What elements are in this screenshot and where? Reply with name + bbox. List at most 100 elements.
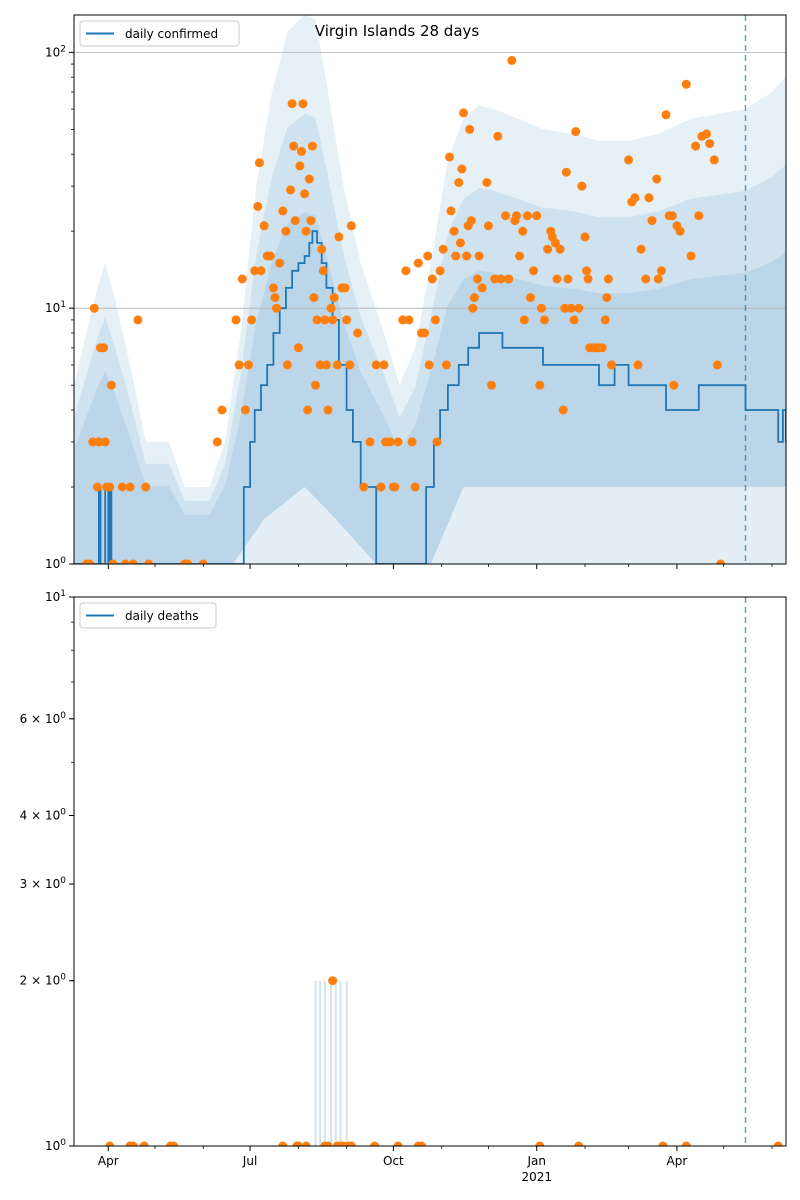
data-point bbox=[265, 251, 275, 261]
data-point bbox=[675, 226, 685, 236]
x-tick-label: Jul bbox=[242, 1154, 257, 1168]
data-point bbox=[250, 266, 260, 276]
deaths-axes-frame bbox=[73, 596, 787, 1147]
y-tick-label: 4 × 100 bbox=[20, 807, 67, 822]
data-point bbox=[607, 360, 616, 370]
data-point bbox=[393, 1141, 403, 1146]
data-point bbox=[290, 216, 300, 226]
data-point bbox=[483, 221, 493, 231]
data-point bbox=[303, 405, 313, 415]
data-point bbox=[501, 211, 511, 221]
data-point bbox=[667, 211, 677, 221]
data-point bbox=[435, 266, 445, 276]
data-point bbox=[346, 1141, 356, 1146]
confidence-band bbox=[74, 15, 786, 564]
data-point bbox=[100, 437, 110, 447]
data-point bbox=[473, 274, 482, 284]
y-tick-label: 100 bbox=[45, 556, 66, 571]
data-point bbox=[133, 315, 143, 325]
data-point bbox=[334, 232, 344, 242]
deaths-bands bbox=[314, 980, 348, 1146]
data-point bbox=[311, 380, 320, 390]
data-point bbox=[105, 1141, 115, 1146]
data-point bbox=[705, 139, 715, 149]
data-point bbox=[465, 124, 475, 134]
data-point bbox=[582, 266, 592, 276]
data-point bbox=[522, 211, 532, 221]
data-point bbox=[139, 1141, 149, 1146]
data-point bbox=[117, 482, 127, 492]
confirmed-legend: daily confirmed bbox=[79, 20, 240, 47]
y-tick-label: 6 × 100 bbox=[20, 711, 67, 726]
data-point bbox=[234, 360, 244, 370]
data-point bbox=[658, 1141, 668, 1146]
y-tick-label: 101 bbox=[45, 300, 66, 315]
data-point bbox=[317, 244, 327, 254]
data-point bbox=[441, 360, 451, 370]
data-point bbox=[183, 559, 193, 564]
x-tick-label: Oct bbox=[383, 1154, 404, 1168]
data-point bbox=[278, 1141, 288, 1146]
confirmed-x-ticks bbox=[107, 564, 773, 569]
data-point bbox=[558, 405, 568, 415]
data-point bbox=[515, 251, 525, 261]
data-point bbox=[301, 226, 311, 236]
x-tick-label: Apr bbox=[98, 1154, 119, 1168]
y-tick-label: 2 × 100 bbox=[20, 973, 67, 988]
data-point bbox=[490, 274, 500, 284]
data-point bbox=[398, 315, 408, 325]
data-point bbox=[561, 167, 571, 177]
data-point bbox=[712, 360, 722, 370]
data-point bbox=[653, 274, 663, 284]
data-point bbox=[597, 343, 607, 353]
data-point bbox=[231, 315, 241, 325]
data-point bbox=[281, 226, 291, 236]
data-point bbox=[716, 559, 726, 564]
data-point bbox=[321, 360, 331, 370]
data-point bbox=[535, 1141, 545, 1146]
data-point bbox=[536, 303, 546, 313]
data-point bbox=[474, 251, 484, 261]
data-point bbox=[603, 274, 613, 284]
data-point bbox=[212, 437, 222, 447]
data-point bbox=[198, 559, 208, 564]
data-point bbox=[462, 251, 472, 261]
data-point bbox=[532, 211, 542, 221]
confirmed-grid bbox=[74, 51, 786, 309]
data-point bbox=[574, 1141, 584, 1146]
confirmed-axes-frame bbox=[73, 14, 787, 565]
data-point bbox=[691, 141, 701, 151]
confirmed-legend-label: daily confirmed bbox=[125, 27, 218, 41]
data-point bbox=[323, 1141, 333, 1146]
data-point bbox=[571, 127, 581, 137]
data-point bbox=[370, 1141, 380, 1146]
data-point bbox=[315, 360, 325, 370]
data-point bbox=[306, 216, 316, 226]
x-tick-label: Apr bbox=[667, 1154, 688, 1168]
data-point bbox=[574, 303, 584, 313]
data-point bbox=[466, 216, 476, 226]
x-tick-year-label: 2021 bbox=[521, 1170, 552, 1184]
deaths-x-ticks: Apr Jul Oct Jan 2021 Apr bbox=[98, 1146, 773, 1184]
data-point bbox=[270, 293, 280, 303]
data-point bbox=[496, 274, 506, 284]
data-point bbox=[487, 380, 496, 390]
data-point bbox=[493, 131, 503, 141]
y-tick-label: 102 bbox=[45, 44, 66, 59]
data-point bbox=[237, 274, 247, 284]
data-point bbox=[340, 283, 350, 293]
data-point bbox=[275, 258, 285, 268]
data-point bbox=[427, 274, 437, 284]
data-point bbox=[636, 244, 646, 254]
data-point bbox=[318, 266, 328, 276]
data-point bbox=[507, 55, 517, 65]
data-point bbox=[120, 559, 130, 564]
confirmed-legend-box bbox=[79, 20, 240, 47]
data-point bbox=[681, 1141, 691, 1146]
data-point bbox=[773, 1141, 783, 1146]
data-point bbox=[293, 343, 303, 353]
data-point bbox=[580, 232, 590, 242]
data-point bbox=[566, 303, 576, 313]
data-point bbox=[88, 437, 98, 447]
confirmed-y-ticks: 100 101 102 bbox=[45, 44, 74, 571]
